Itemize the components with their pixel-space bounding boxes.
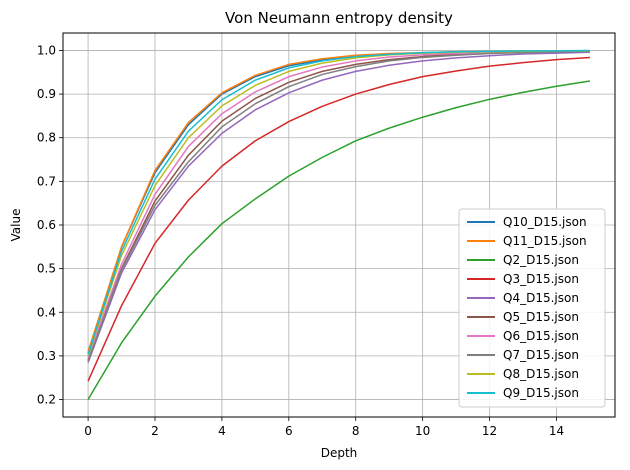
legend: Q10_D15.json Q11_D15.json Q2_D15.json Q3_D1… [458,208,606,408]
legend-label: Q10_D15.json [503,215,587,229]
chart-title: Von Neumann entropy density [225,9,453,27]
series-line-q7-d15-json [87,50,590,362]
legend-label: Q4_D15.json [503,291,579,305]
legend-label: Q9_D15.json [503,386,579,400]
legend-label: Q3_D15.json [503,272,579,286]
y-axis: 0.2 0.3 0.4 0.5 0.6 0.7 0.8 0.9 1.0 [37,43,63,407]
y-tick-label: 0.9 [37,87,56,101]
x-tick-label: 14 [549,424,564,438]
series-lines [87,49,591,400]
legend-label: Q2_D15.json [503,253,579,267]
legend-label: Q5_D15.json [503,310,579,324]
x-tick-label: 0 [84,424,92,438]
y-tick-label: 0.7 [37,174,56,188]
series-line-q4-d15-json [87,51,590,363]
x-axis: 0 2 4 6 8 10 12 14 [84,417,564,438]
x-axis-label: Depth [321,446,358,460]
series-line-q9-d15-json [87,49,590,355]
legend-label: Q7_D15.json [503,348,579,362]
legend-box [458,208,606,408]
x-tick-label: 6 [285,424,293,438]
series-line-q2-d15-json [87,80,591,400]
legend-label: Q11_D15.json [503,234,587,248]
y-tick-label: 0.5 [37,262,56,276]
y-tick-label: 1.0 [37,43,56,57]
legend-label: Q6_D15.json [503,329,579,343]
y-tick-label: 0.4 [37,305,56,319]
y-tick-label: 0.6 [37,218,56,232]
y-tick-label: 0.2 [37,393,56,407]
x-tick-label: 8 [352,424,360,438]
y-tick-label: 0.8 [37,131,56,145]
y-tick-label: 0.3 [37,349,56,363]
series-line-q3-d15-json [87,56,590,382]
legend-label: Q8_D15.json [503,367,579,381]
x-tick-label: 4 [218,424,226,438]
x-tick-label: 2 [151,424,159,438]
x-tick-label: 10 [415,424,430,438]
x-tick-label: 12 [482,424,497,438]
y-axis-label: Value [9,209,23,242]
